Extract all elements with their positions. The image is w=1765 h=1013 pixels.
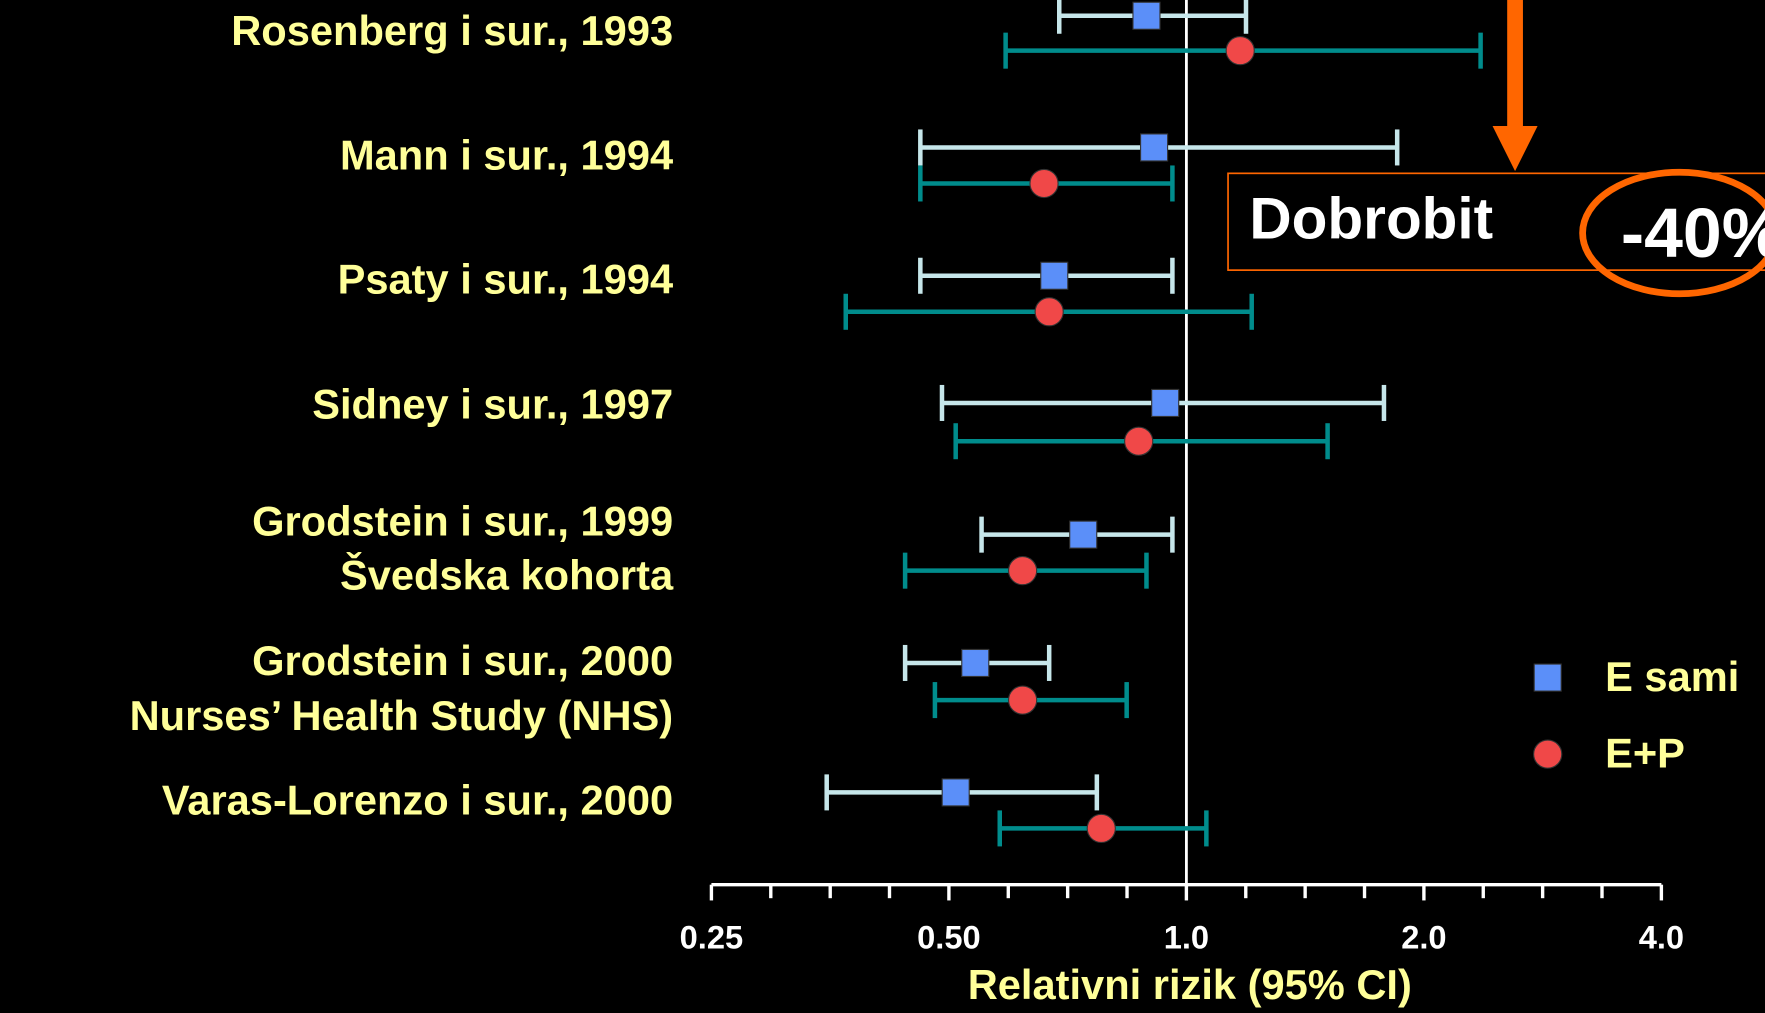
arrow-head [1492, 126, 1538, 172]
category-label: Švedska kohorta [340, 551, 674, 599]
point-circle [1029, 168, 1059, 199]
category-label: Psaty i sur., 1994 [338, 256, 674, 303]
category-label: Nurses’ Health Study (NHS) [130, 692, 674, 739]
annotation-ellipse [1579, 168, 1765, 298]
x-tick-label: 2.0 [1401, 918, 1446, 955]
point-circle [1007, 556, 1038, 586]
point-square [961, 648, 990, 678]
point-circle [1034, 297, 1064, 327]
point-square [1132, 1, 1161, 30]
category-label: Rosenberg i sur., 1993 [231, 7, 673, 54]
legend-swatch [1533, 663, 1562, 692]
category-label: Grodstein i sur., 1999 [252, 498, 673, 545]
x-tick-label: 4.0 [1639, 918, 1684, 955]
x-axis-label: Relativni rizik (95% CI) [968, 961, 1412, 1008]
annotation-label: Dobrobit [1249, 186, 1493, 251]
category-label: Mann i sur., 1994 [340, 132, 673, 179]
point-circle [1086, 813, 1116, 844]
category-label: Grodstein i sur., 2000 [252, 637, 673, 684]
point-square [1151, 388, 1180, 418]
point-circle [1007, 685, 1038, 715]
legend-swatch [1533, 739, 1563, 769]
point-circle [1124, 426, 1154, 456]
annotation-box [1227, 172, 1765, 271]
annotation-value: -40% [1621, 194, 1765, 272]
point-square [1069, 520, 1098, 549]
x-tick-label: 0.25 [680, 918, 744, 955]
point-square [1040, 261, 1069, 290]
point-square [941, 778, 970, 807]
x-tick-label: 0.50 [917, 918, 980, 955]
point-circle [1225, 36, 1255, 66]
x-tick-label: 1.0 [1164, 918, 1209, 955]
point-square [1140, 133, 1169, 162]
category-label: Varas-Lorenzo i sur., 2000 [162, 777, 673, 824]
legend-label: E+P [1605, 729, 1685, 776]
legend-label: E sami [1605, 653, 1739, 700]
category-label: Sidney i sur., 1997 [312, 380, 673, 427]
